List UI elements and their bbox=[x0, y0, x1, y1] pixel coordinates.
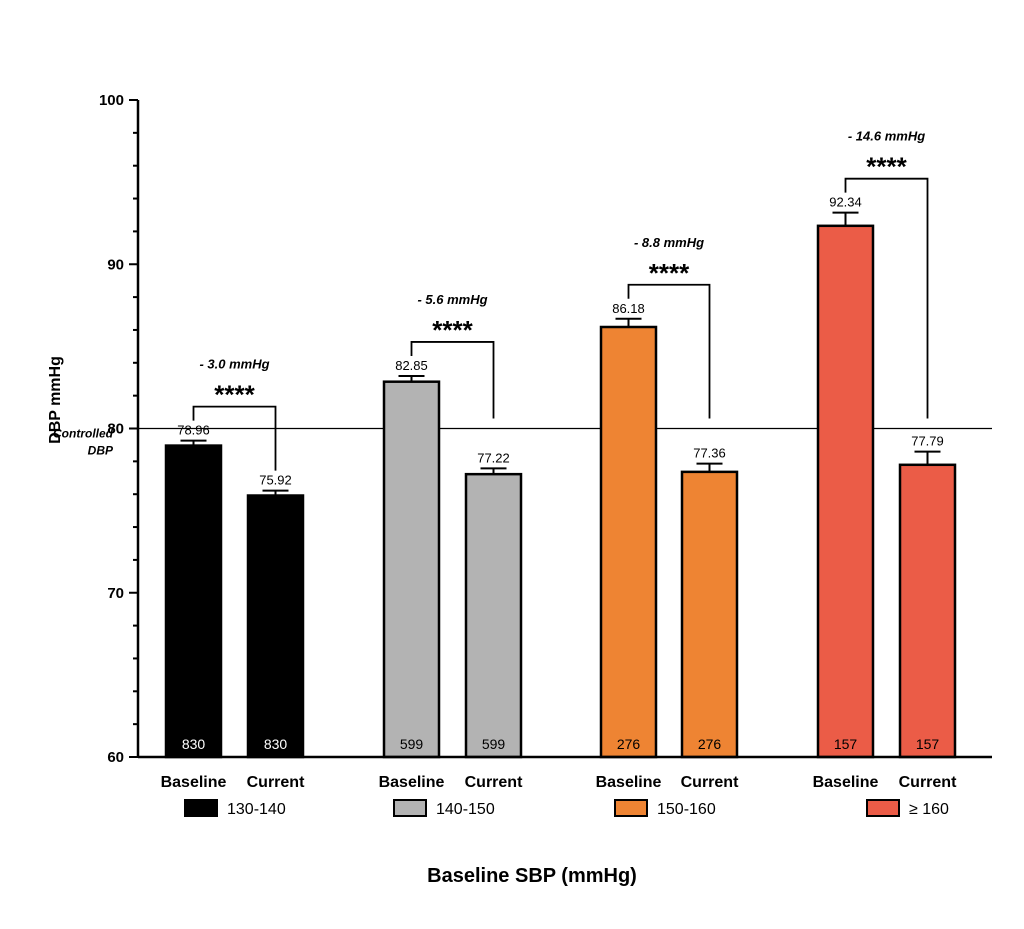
bar-130-140-current bbox=[246, 494, 305, 759]
category-label-current: Current bbox=[247, 774, 305, 791]
legend-label-3: ≥ 160 bbox=[909, 801, 949, 818]
bar-value-label: 77.79 bbox=[911, 434, 944, 449]
significance-stars: **** bbox=[866, 152, 907, 182]
annotation-layer: 78.96 830 75.92 830 **** - 3.0 mmHg 82.85 599 77… bbox=[177, 129, 944, 752]
y-tick-label: 100 bbox=[99, 92, 124, 109]
significance-bracket bbox=[410, 341, 495, 419]
bar-n-label: 599 bbox=[482, 736, 506, 752]
significance-bracket bbox=[844, 177, 929, 419]
bar-value-label: 75.92 bbox=[259, 473, 292, 488]
axis-layer: Baseline Current Baseline Current Baseline Cu… bbox=[99, 92, 992, 791]
bar-150-160-current bbox=[680, 470, 739, 759]
bar-≥ 160-current bbox=[898, 463, 957, 759]
difference-label: - 14.6 mmHg bbox=[848, 129, 925, 144]
significance-bracket bbox=[192, 405, 277, 471]
bars-layer bbox=[164, 211, 957, 759]
y-axis-label: DBP mmHg bbox=[47, 356, 64, 444]
significance-bracket bbox=[627, 283, 711, 419]
bar-n-label: 276 bbox=[617, 736, 641, 752]
category-label-current: Current bbox=[681, 774, 739, 791]
legend-swatch-0 bbox=[184, 799, 218, 817]
bar-≥ 160-baseline bbox=[816, 224, 875, 759]
difference-label: - 5.6 mmHg bbox=[417, 292, 487, 307]
bar-130-140-baseline bbox=[164, 444, 223, 759]
bar-n-label: 157 bbox=[834, 736, 858, 752]
bar-140-150-current bbox=[464, 472, 523, 759]
category-label-current: Current bbox=[899, 774, 957, 791]
category-label-current: Current bbox=[465, 774, 523, 791]
category-label-baseline: Baseline bbox=[379, 774, 445, 791]
legend-swatch-2 bbox=[614, 799, 648, 817]
bar-value-label: 77.36 bbox=[693, 446, 726, 461]
bar-140-150-baseline bbox=[382, 380, 441, 759]
y-tick-label: 90 bbox=[107, 256, 124, 273]
legend-layer: 130-140 140-150 150-160 ≥ 160 bbox=[184, 799, 949, 818]
bar-value-label: 78.96 bbox=[177, 423, 210, 438]
bar-value-label: 77.22 bbox=[477, 450, 510, 465]
bar-n-label: 830 bbox=[182, 736, 206, 752]
bar-n-label: 157 bbox=[916, 736, 940, 752]
legend-swatch-3 bbox=[866, 799, 900, 817]
significance-stars: **** bbox=[432, 315, 473, 345]
legend-label-1: 140-150 bbox=[436, 801, 495, 818]
category-label-baseline: Baseline bbox=[161, 774, 227, 791]
reference-label-line1: Controlled bbox=[53, 427, 114, 441]
reference-label-line2: DBP bbox=[88, 444, 114, 458]
bar-n-label: 599 bbox=[400, 736, 424, 752]
bar-n-label: 276 bbox=[698, 736, 722, 752]
difference-label: - 3.0 mmHg bbox=[199, 357, 269, 372]
legend-label-0: 130-140 bbox=[227, 801, 286, 818]
bar-n-label: 830 bbox=[264, 736, 288, 752]
bar-value-label: 86.18 bbox=[612, 301, 645, 316]
bar-value-label: 82.85 bbox=[395, 358, 428, 373]
significance-stars: **** bbox=[214, 380, 255, 410]
category-label-baseline: Baseline bbox=[596, 774, 662, 791]
y-tick-label: 60 bbox=[107, 749, 124, 766]
y-tick-label: 70 bbox=[107, 585, 124, 602]
x-axis-label: Baseline SBP (mmHg) bbox=[427, 865, 637, 887]
legend-swatch-1 bbox=[393, 799, 427, 817]
y-tick-label: 80 bbox=[107, 421, 124, 438]
bar-150-160-baseline bbox=[599, 325, 658, 759]
legend-label-2: 150-160 bbox=[657, 801, 716, 818]
significance-stars: **** bbox=[649, 258, 690, 288]
bar-value-label: 92.34 bbox=[829, 195, 862, 210]
category-label-baseline: Baseline bbox=[813, 774, 879, 791]
difference-label: - 8.8 mmHg bbox=[634, 235, 704, 250]
